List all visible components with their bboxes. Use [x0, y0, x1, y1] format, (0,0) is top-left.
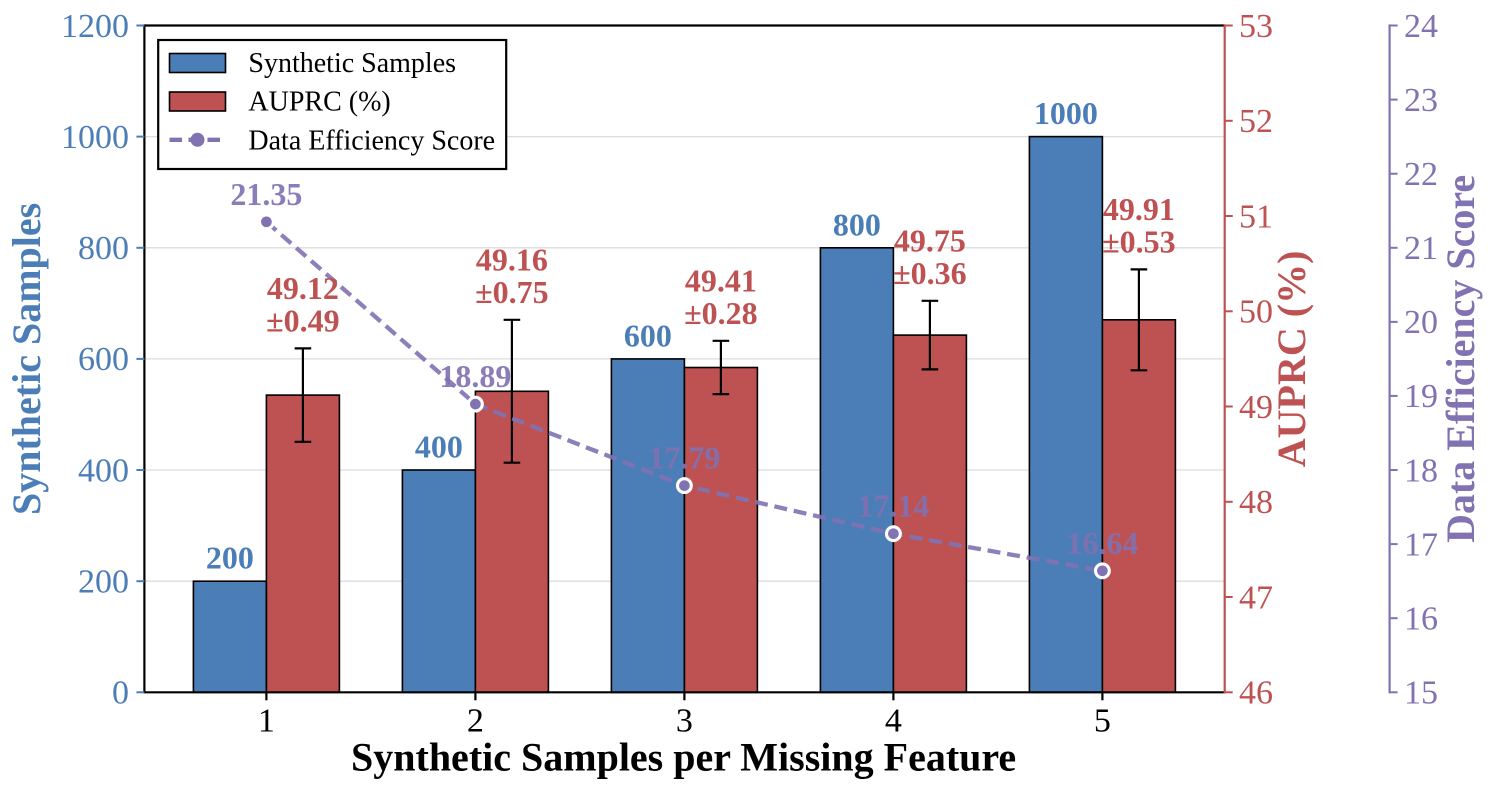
svg-text:1: 1	[258, 702, 275, 739]
svg-text:600: 600	[624, 317, 672, 353]
svg-text:800: 800	[833, 206, 881, 242]
svg-text:46: 46	[1239, 675, 1273, 712]
svg-text:Synthetic Samples per Missing: Synthetic Samples per Missing Feature	[351, 735, 1016, 780]
svg-text:0: 0	[112, 675, 129, 712]
svg-text:AUPRC (%): AUPRC (%)	[1269, 251, 1314, 468]
svg-text:1000: 1000	[61, 119, 129, 156]
svg-text:20: 20	[1404, 304, 1438, 341]
svg-text:18.89: 18.89	[439, 358, 511, 394]
svg-text:Synthetic Samples: Synthetic Samples	[4, 203, 49, 515]
svg-text:±0.36: ±0.36	[893, 255, 967, 291]
svg-text:23: 23	[1404, 82, 1438, 119]
svg-text:51: 51	[1239, 198, 1273, 235]
svg-text:1000: 1000	[1034, 95, 1098, 131]
svg-text:4: 4	[885, 702, 902, 739]
svg-text:1200: 1200	[61, 8, 129, 45]
svg-text:16: 16	[1404, 601, 1438, 638]
svg-text:21: 21	[1404, 230, 1438, 267]
svg-text:600: 600	[78, 341, 129, 378]
svg-text:49.16: 49.16	[476, 241, 548, 277]
svg-text:±0.49: ±0.49	[266, 302, 340, 338]
svg-text:49.41: 49.41	[685, 262, 757, 298]
svg-text:15: 15	[1404, 675, 1438, 712]
svg-text:±0.75: ±0.75	[475, 274, 549, 310]
svg-text:400: 400	[78, 452, 129, 489]
svg-text:AUPRC (%): AUPRC (%)	[248, 87, 390, 118]
svg-text:±0.53: ±0.53	[1102, 223, 1176, 259]
svg-text:200: 200	[78, 564, 129, 601]
svg-text:24: 24	[1404, 8, 1438, 45]
svg-text:16.64: 16.64	[1066, 525, 1138, 561]
svg-text:18: 18	[1404, 452, 1438, 489]
svg-text:200: 200	[206, 540, 254, 576]
svg-text:2: 2	[467, 702, 484, 739]
svg-text:Data Efficiency Score: Data Efficiency Score	[248, 126, 495, 157]
svg-text:49: 49	[1239, 389, 1273, 426]
svg-text:48: 48	[1239, 484, 1273, 521]
svg-text:3: 3	[676, 702, 693, 739]
svg-text:Synthetic Samples: Synthetic Samples	[248, 48, 456, 79]
svg-text:49.91: 49.91	[1103, 191, 1175, 227]
svg-text:±0.28: ±0.28	[684, 295, 758, 331]
svg-text:Data Efficiency Score: Data Efficiency Score	[1438, 175, 1483, 543]
svg-text:53: 53	[1239, 8, 1273, 45]
svg-text:19: 19	[1404, 378, 1438, 415]
svg-text:17.79: 17.79	[648, 440, 720, 476]
svg-text:800: 800	[78, 230, 129, 267]
svg-text:50: 50	[1239, 294, 1273, 331]
svg-text:49.12: 49.12	[267, 270, 339, 306]
svg-text:400: 400	[415, 429, 463, 465]
svg-text:17: 17	[1404, 526, 1438, 563]
svg-text:21.35: 21.35	[230, 176, 302, 212]
svg-text:22: 22	[1404, 156, 1438, 193]
svg-text:47: 47	[1239, 579, 1273, 616]
svg-text:5: 5	[1094, 702, 1111, 739]
svg-text:17.14: 17.14	[857, 488, 929, 524]
svg-text:52: 52	[1239, 103, 1273, 140]
svg-text:49.75: 49.75	[894, 222, 966, 258]
